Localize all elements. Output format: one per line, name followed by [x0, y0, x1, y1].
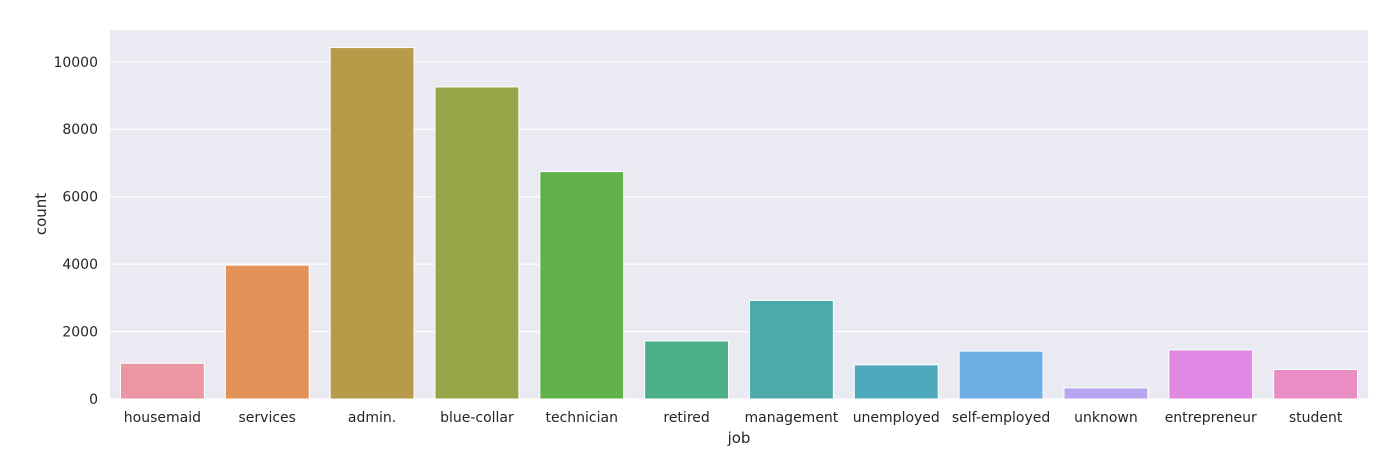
bar-student [1273, 368, 1359, 400]
x-tick-label: management [745, 410, 839, 426]
plot-area [110, 30, 1368, 399]
x-tick-label: technician [546, 410, 618, 426]
bar-retired [644, 340, 730, 400]
y-axis-label: count [32, 193, 50, 235]
x-tick-label: blue-collar [440, 410, 514, 426]
bar-blue-collar [434, 86, 520, 400]
x-tick-label: self-employed [952, 410, 1050, 426]
x-tick-label: student [1289, 410, 1343, 426]
bar-technician [539, 171, 625, 400]
y-tick-label: 6000 [62, 190, 98, 206]
gridlines [110, 61, 1368, 400]
x-tick-labels: housemaid services admin. blue-collar techni… [124, 410, 1343, 426]
bar-management [748, 299, 834, 400]
bar-unemployed [853, 364, 939, 400]
x-tick-label: unemployed [853, 410, 940, 426]
x-tick-label: admin. [348, 410, 396, 426]
y-tick-labels: 0 2000 4000 6000 8000 10000 [53, 55, 98, 408]
bar-unknown [1063, 387, 1149, 400]
x-axis-label: job [727, 429, 751, 447]
bars [119, 47, 1359, 400]
x-tick-label: retired [663, 410, 709, 426]
bar-housemaid [119, 362, 205, 400]
x-tick-label: entrepreneur [1165, 410, 1257, 426]
x-tick-label: unknown [1074, 410, 1138, 426]
y-tick-label: 8000 [62, 122, 98, 138]
x-tick-label: services [239, 410, 296, 426]
x-tick-label: housemaid [124, 410, 201, 426]
y-tick-label: 10000 [53, 55, 98, 71]
y-tick-label: 4000 [62, 257, 98, 273]
y-tick-label: 2000 [62, 325, 98, 341]
bar-admin [329, 47, 415, 400]
bar-self-employed [958, 350, 1044, 400]
bar-services [224, 264, 310, 400]
y-tick-label: 0 [89, 392, 98, 408]
bar-entrepreneur [1168, 349, 1254, 400]
